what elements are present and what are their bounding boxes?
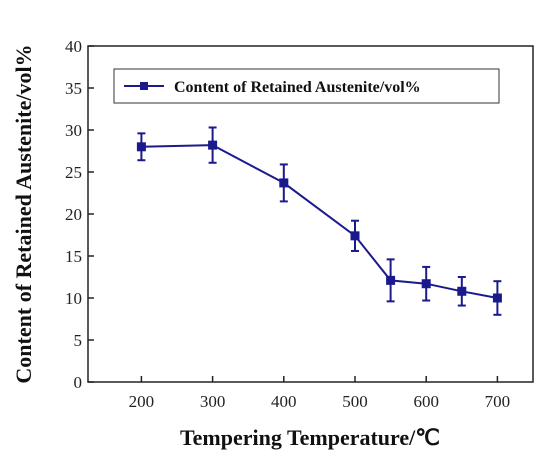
y-tick-label: 35 — [65, 79, 82, 98]
y-tick-label: 0 — [74, 373, 83, 392]
series-layer — [136, 126, 502, 316]
data-point — [136, 142, 146, 152]
data-point — [208, 140, 218, 150]
y-tick-label: 40 — [65, 37, 82, 56]
series-line — [141, 144, 498, 299]
x-axis-ticks: 200 300 400 500 600 700 — [129, 376, 510, 411]
y-tick-label: 30 — [65, 121, 82, 140]
y-tick-label: 20 — [65, 205, 82, 224]
legend: Content of Retained Austenite/vol% — [113, 68, 500, 104]
data-point — [279, 178, 289, 188]
x-axis-title: Tempering Temperature/℃ — [180, 425, 440, 450]
legend-entry-label: Content of Retained Austenite/vol% — [174, 79, 421, 96]
x-tick-label: 300 — [200, 392, 226, 411]
data-point — [492, 293, 502, 303]
data-point — [421, 279, 431, 289]
legend-box — [113, 68, 500, 104]
y-tick-label: 15 — [65, 247, 82, 266]
x-tick-label: 500 — [342, 392, 368, 411]
data-point — [457, 286, 467, 296]
data-point — [350, 231, 360, 241]
y-tick-label: 25 — [65, 163, 82, 182]
x-tick-label: 700 — [485, 392, 511, 411]
x-tick-label: 200 — [129, 392, 155, 411]
y-tick-label: 10 — [65, 289, 82, 308]
legend-marker-sample — [140, 82, 148, 90]
x-tick-label: 400 — [271, 392, 297, 411]
x-tick-label: 600 — [413, 392, 439, 411]
data-point — [386, 275, 396, 285]
y-tick-label: 5 — [74, 331, 83, 350]
y-axis-ticks: 0 5 10 15 20 25 30 35 40 — [65, 37, 94, 392]
y-axis-title: Content of Retained Austenite/vol% — [11, 44, 36, 383]
